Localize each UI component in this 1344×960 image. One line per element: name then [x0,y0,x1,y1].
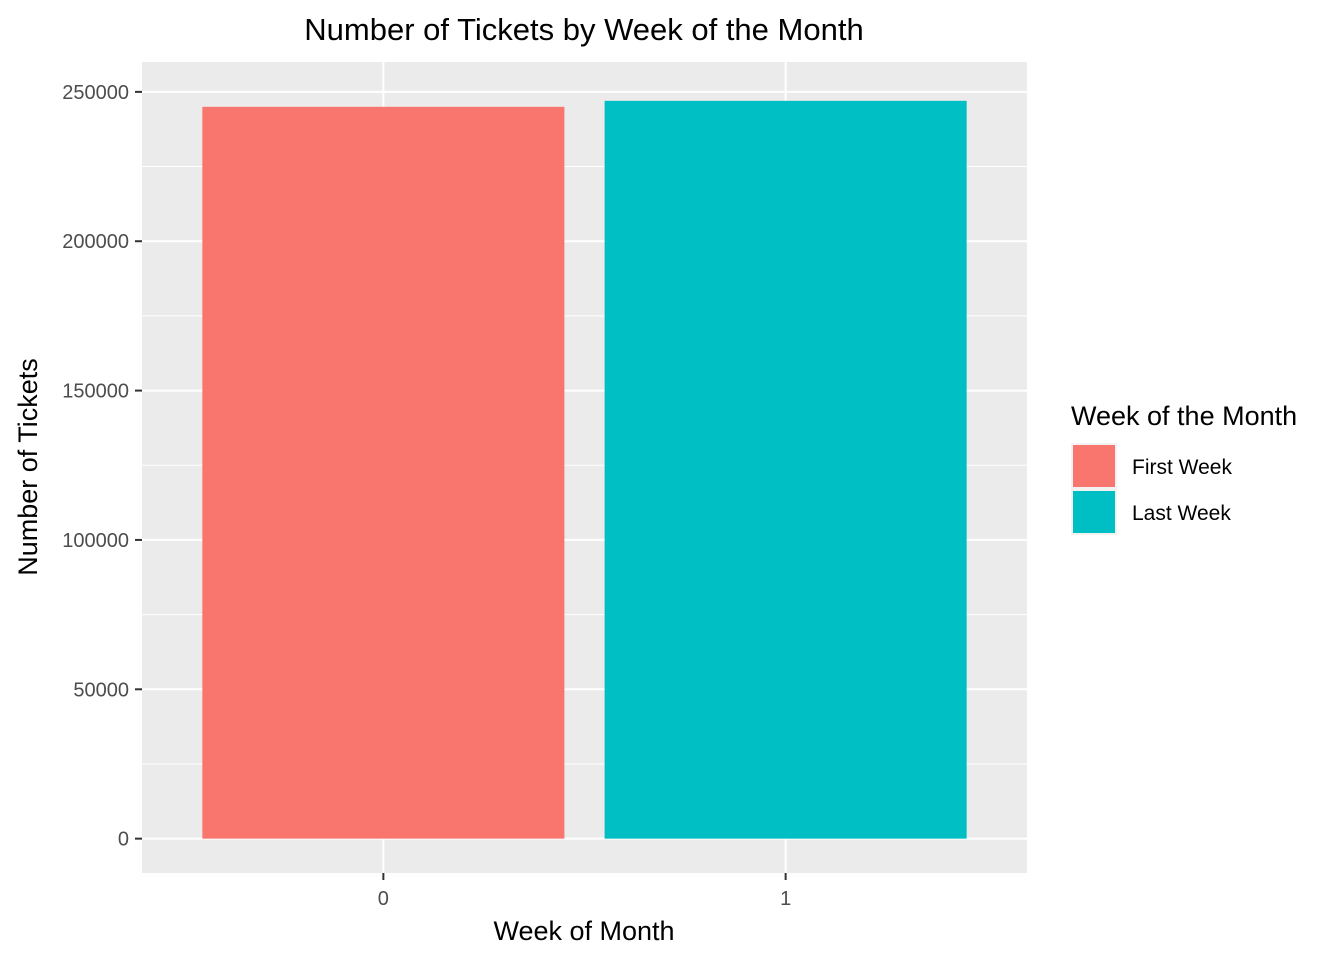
x-tick-label: 0 [378,888,389,910]
legend-swatch [1073,445,1115,487]
chart-title: Number of Tickets by Week of the Month [304,12,863,47]
y-tick-label: 0 [118,829,129,851]
legend-entries: First Week Last Week [1071,443,1232,535]
x-tick-label: 1 [780,888,791,910]
y-tick-label: 150000 [62,381,129,403]
y-tick-label: 250000 [62,82,129,104]
y-axis-title: Number of Tickets [13,358,43,576]
y-tick-label: 200000 [62,231,129,253]
legend-title: Week of the Month [1071,401,1297,431]
y-tick-label: 100000 [62,530,129,552]
bar-0 [202,106,565,839]
legend-swatch [1073,491,1115,533]
legend-label: First Week [1132,456,1232,479]
y-tick-label: 50000 [73,679,129,701]
bar-1 [604,100,967,839]
bars [202,100,967,839]
x-axis-title: Week of Month [493,916,674,946]
legend-label: Last Week [1132,502,1231,525]
legend: Week of the Month First Week Last Week [1071,401,1297,535]
y-axis-ticks: 0 50000 100000 150000 200000 250000 [62,82,142,851]
